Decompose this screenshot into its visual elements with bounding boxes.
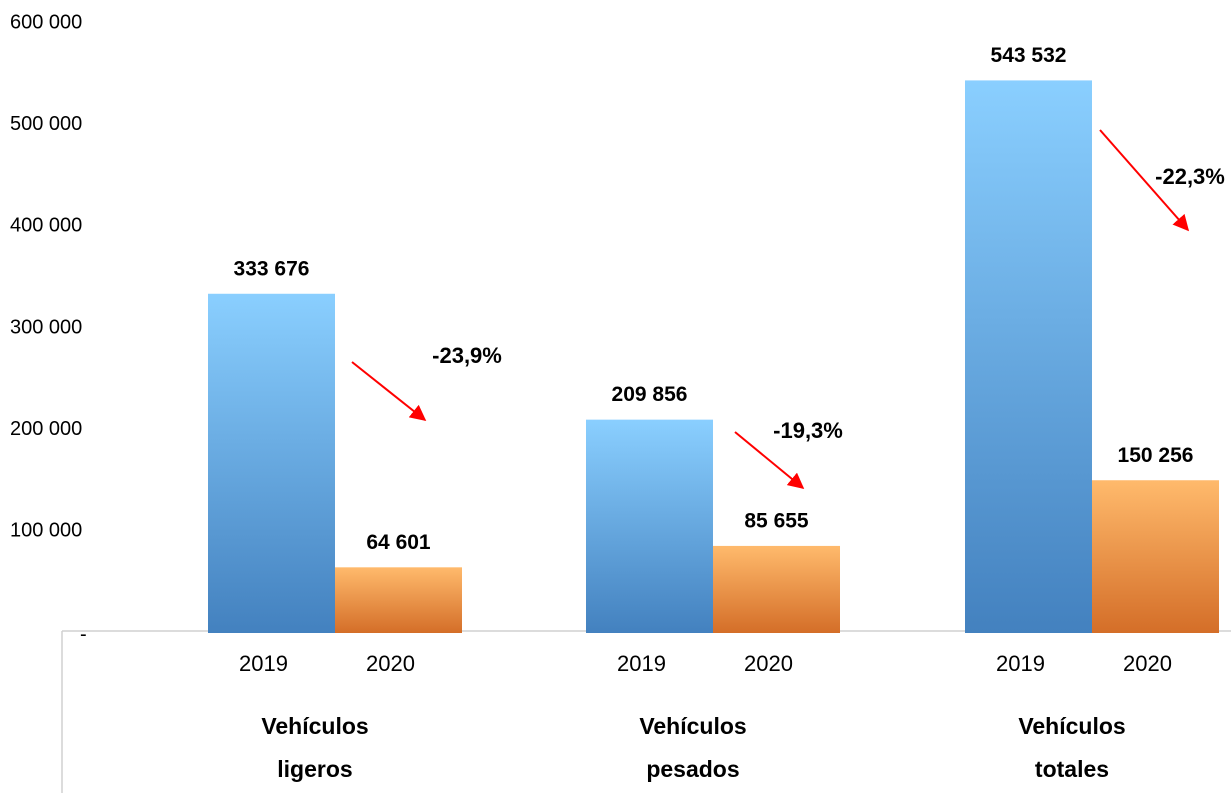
value-label: 209 856 (612, 383, 688, 406)
x-tick-label: 2020 (1123, 651, 1172, 676)
y-tick-label: 300 000 (10, 316, 82, 338)
bar (965, 80, 1092, 634)
bar (208, 293, 335, 633)
x-tick-label: 2020 (366, 651, 415, 676)
change-arrow (351, 361, 427, 421)
x-tick-label: 2019 (617, 651, 666, 676)
change-arrow (734, 431, 805, 490)
value-label: 333 676 (234, 257, 310, 280)
category-label: Vehículos pesados (639, 713, 747, 782)
annotation: -22,3% (1155, 164, 1225, 189)
x-tick-label: 2019 (996, 651, 1045, 676)
change-arrow (1099, 129, 1190, 232)
annotation: -19,3% (773, 418, 843, 443)
y-tick-label: 200 000 (10, 418, 82, 440)
value-label: 543 532 (991, 44, 1067, 67)
bar (713, 545, 840, 633)
y-tick-label: 500 000 (10, 113, 82, 135)
bar (1092, 480, 1219, 633)
y-tick-label: 400 000 (10, 215, 82, 237)
annotation: -23,9% (432, 343, 502, 368)
y-tick-label: 600 000 (10, 11, 82, 33)
y-tick-label: 100 000 (10, 520, 82, 542)
bar (335, 567, 462, 633)
bar (586, 419, 713, 633)
value-label: 150 256 (1118, 444, 1194, 467)
x-tick-label: 2020 (744, 651, 793, 676)
x-tick-label: 2019 (239, 651, 288, 676)
category-label: Vehículos totales (1018, 713, 1126, 782)
category-label: Vehículos ligeros (261, 713, 369, 782)
value-label: 64 601 (366, 531, 431, 554)
value-label: 85 655 (744, 509, 809, 532)
y-tick-label: - (80, 623, 87, 645)
